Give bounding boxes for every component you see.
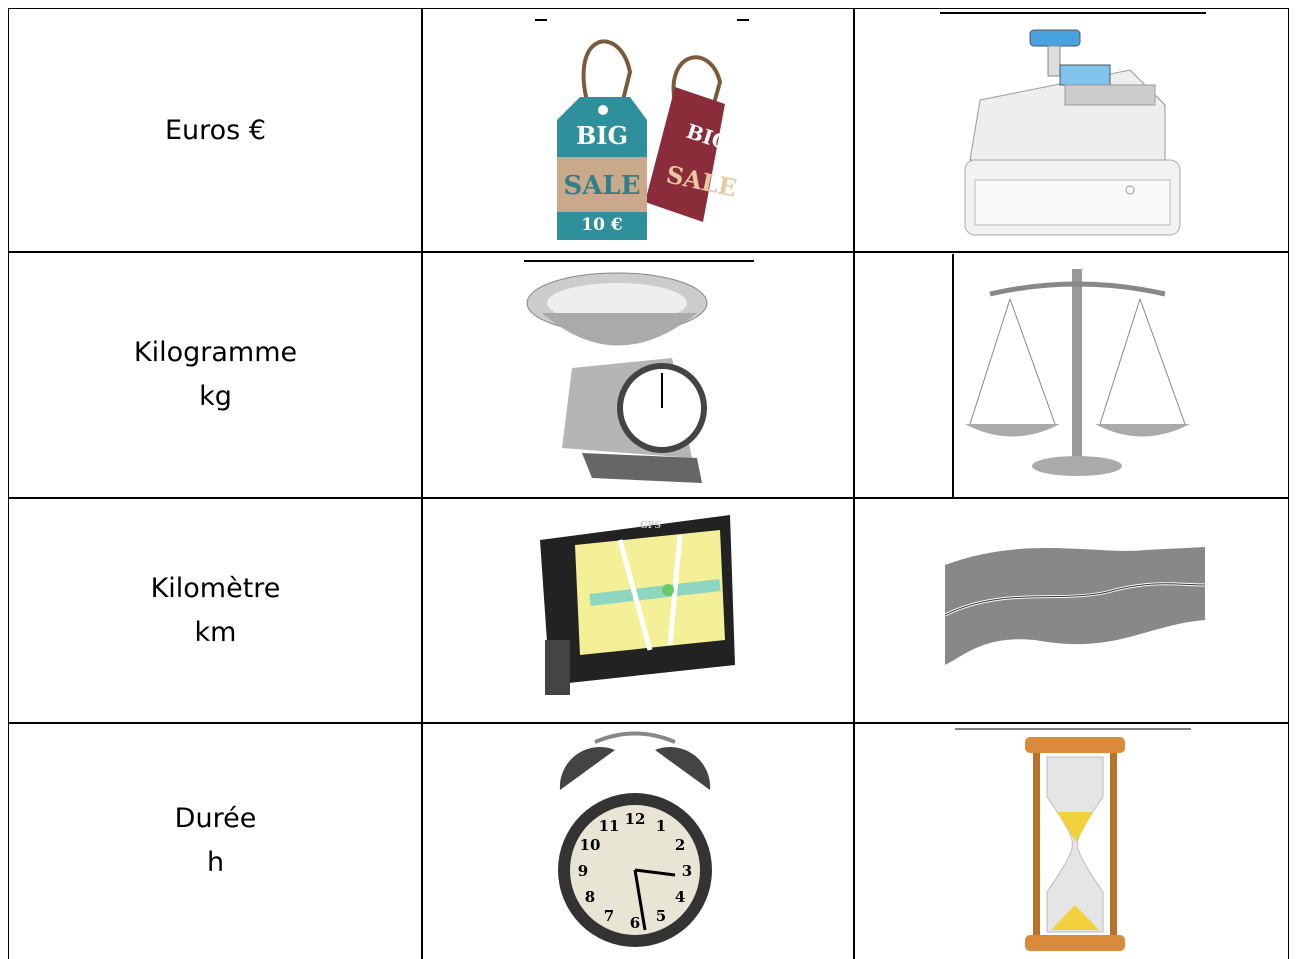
clock-numeral: 4	[675, 888, 685, 906]
image-cell	[421, 8, 855, 253]
label-cell: Durée h	[8, 722, 423, 959]
gps-brand: GPS	[640, 521, 661, 531]
gps-illustration: GPS	[540, 515, 735, 695]
road-illustration	[945, 547, 1206, 665]
label-cell: Euros €	[8, 8, 423, 253]
image-cell	[421, 251, 855, 499]
label-cell: Kilogramme kg	[8, 251, 423, 499]
unit-symbol: h	[206, 847, 225, 878]
unit-label: Kilomètre	[150, 572, 281, 604]
image-cell	[421, 722, 855, 959]
clock-numeral: 12	[625, 810, 646, 828]
kitchen-scale-illustration	[524, 260, 754, 483]
clock-numeral: 3	[682, 862, 692, 880]
tag-text: SALE	[563, 171, 640, 201]
clock-numeral: 2	[675, 836, 685, 854]
unit-label: Kilogramme	[133, 337, 298, 368]
clock-numeral: 5	[656, 907, 666, 925]
clock-numeral: 6	[630, 914, 640, 932]
unit-label: Euros €	[164, 114, 267, 146]
sale-tags-illustration: BIG SALE BIG SALE 10 €	[535, 19, 749, 240]
clock-numeral: 9	[578, 862, 588, 880]
tag-text: 10 €	[581, 215, 623, 235]
clock-numeral: 1	[656, 817, 666, 835]
image-cell	[421, 497, 855, 724]
image-cell	[853, 8, 1289, 253]
balance-illustration	[952, 254, 1206, 499]
hourglass-illustration	[955, 728, 1191, 951]
label-cell: Kilomètre km	[8, 497, 423, 724]
unit-symbol: km	[194, 616, 237, 648]
clock-numeral: 10	[580, 836, 601, 854]
clock-numeral: 7	[604, 907, 614, 925]
image-cell	[853, 722, 1289, 959]
clock-numeral: 11	[599, 817, 620, 835]
unit-label: Durée	[174, 803, 257, 834]
clock-numeral: 8	[585, 888, 595, 906]
tag-text: BIG	[576, 121, 628, 150]
cash-register-illustration	[940, 12, 1206, 236]
unit-symbol: kg	[199, 381, 232, 412]
